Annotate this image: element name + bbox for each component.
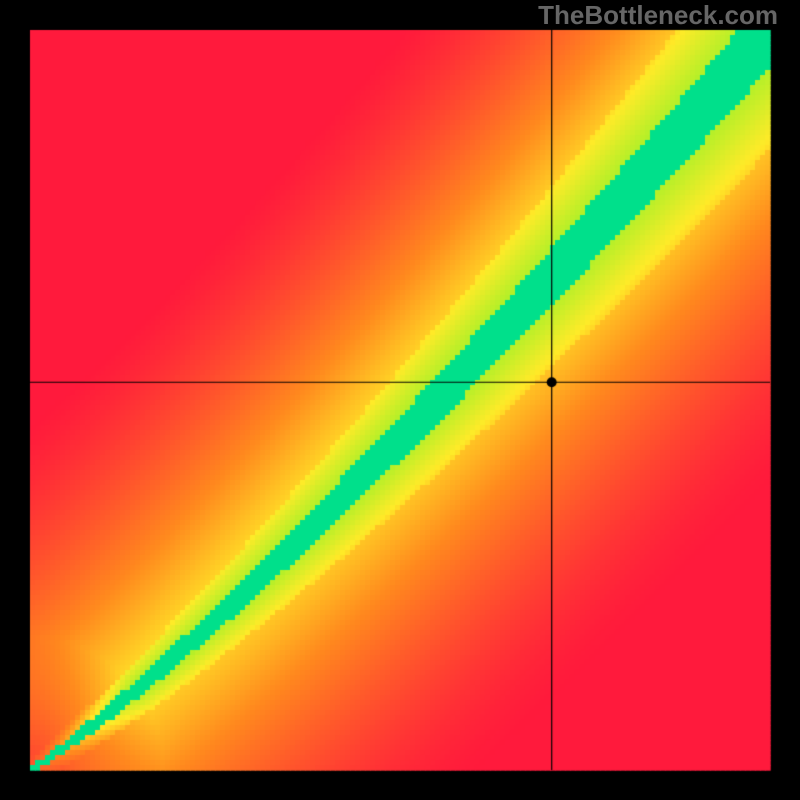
chart-container: { "watermark": { "text": "TheBottleneck.… (0, 0, 800, 800)
bottleneck-heatmap (0, 0, 800, 800)
watermark-text: TheBottleneck.com (538, 0, 778, 31)
